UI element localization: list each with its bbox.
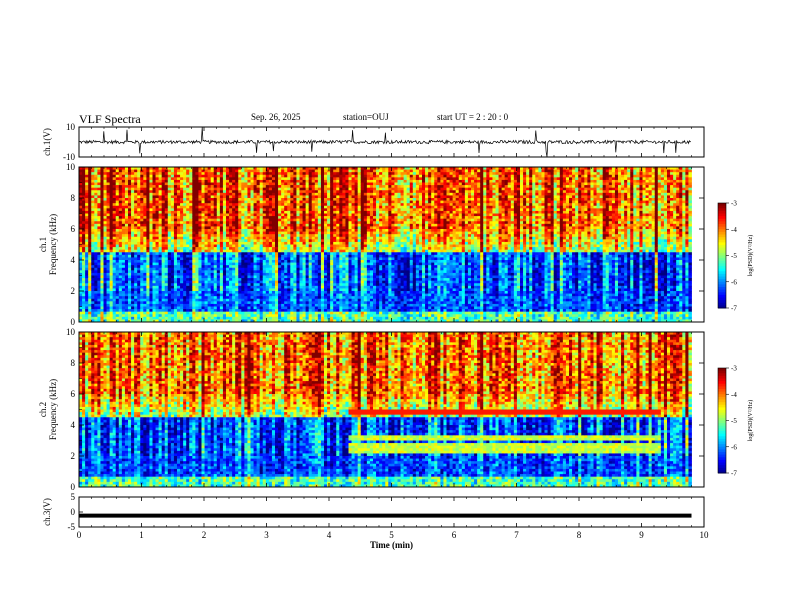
ch3-waveform-ylabel: ch.3(V) bbox=[42, 498, 52, 526]
colorbar-ch1-tick-label: -6 bbox=[731, 278, 737, 286]
colorbar-ch2-tick-label: -5 bbox=[731, 417, 737, 425]
ch3-ytick-label: 0 bbox=[71, 507, 76, 517]
time-axis-tick-label: 1 bbox=[139, 530, 144, 540]
ch1-ylabel: Frequency (kHz) bbox=[48, 214, 58, 275]
colorbar-ch1-tick-label: -4 bbox=[731, 226, 737, 234]
ch2-ytick-label: 0 bbox=[71, 482, 76, 492]
ch3-waveform-frame bbox=[79, 497, 704, 527]
ch2-channel-label: ch.2 bbox=[38, 402, 48, 417]
ch1-ytick-label: 0 bbox=[71, 317, 76, 327]
spectrogram-ch2-image bbox=[79, 332, 692, 487]
colorbar-ch1-tick-label: -7 bbox=[731, 305, 737, 313]
time-axis-label: Time (min) bbox=[370, 540, 413, 550]
time-axis-tick-label: 3 bbox=[264, 530, 269, 540]
ch1-waveform-ytick-label: -10 bbox=[63, 152, 75, 162]
colorbar-ch1-tick-label: -5 bbox=[731, 252, 737, 260]
time-axis-tick-label: 2 bbox=[202, 530, 207, 540]
ch1-channel-label: ch.1 bbox=[38, 237, 48, 252]
colorbar-ch2-tick-label: -4 bbox=[731, 391, 737, 399]
colorbar-ch2-label: log(PSD)(V²/Hz) bbox=[747, 400, 754, 441]
ch3-ytick-label: 5 bbox=[71, 492, 76, 502]
time-axis-tick-label: 7 bbox=[514, 530, 519, 540]
ch1-ytick-label: 6 bbox=[71, 224, 76, 234]
time-axis-tick-label: 6 bbox=[452, 530, 457, 540]
ch1-waveform-ylabel: ch.1(V) bbox=[42, 128, 52, 156]
ch2-ytick-label: 8 bbox=[71, 358, 76, 368]
ch1-waveform-line bbox=[79, 127, 691, 157]
colorbar-ch1-label: log(PSD)(V²/Hz) bbox=[747, 235, 754, 276]
time-axis-tick-label: 9 bbox=[639, 530, 644, 540]
time-axis-tick-label: 4 bbox=[327, 530, 332, 540]
ch3-ytick-label: -5 bbox=[68, 522, 76, 532]
ch2-ytick-label: 10 bbox=[66, 327, 76, 337]
time-axis-tick-label: 10 bbox=[700, 530, 710, 540]
colorbar-ch1-tick-label: -3 bbox=[731, 200, 737, 208]
time-axis-tick-label: 8 bbox=[577, 530, 582, 540]
time-axis-tick-label: 5 bbox=[389, 530, 394, 540]
time-axis-tick-label: 0 bbox=[77, 530, 82, 540]
ch2-ytick-label: 4 bbox=[71, 420, 76, 430]
ch2-ylabel: Frequency (kHz) bbox=[48, 379, 58, 440]
ch1-ytick-label: 4 bbox=[71, 255, 76, 265]
spectrogram-ch1-image bbox=[79, 167, 692, 322]
ch2-ytick-label: 6 bbox=[71, 389, 76, 399]
ch2-ytick-label: 2 bbox=[71, 451, 76, 461]
ch1-ytick-label: 8 bbox=[71, 193, 76, 203]
colorbar-ch2-tick-label: -6 bbox=[731, 443, 737, 451]
ch1-ytick-label: 2 bbox=[71, 286, 76, 296]
ch1-waveform-ytick-label: 10 bbox=[66, 122, 76, 132]
colorbar-ch2-tick-label: -3 bbox=[731, 365, 737, 373]
colorbar-ch2-tick-label: -7 bbox=[731, 470, 737, 478]
ch1-ytick-label: 10 bbox=[66, 162, 76, 172]
